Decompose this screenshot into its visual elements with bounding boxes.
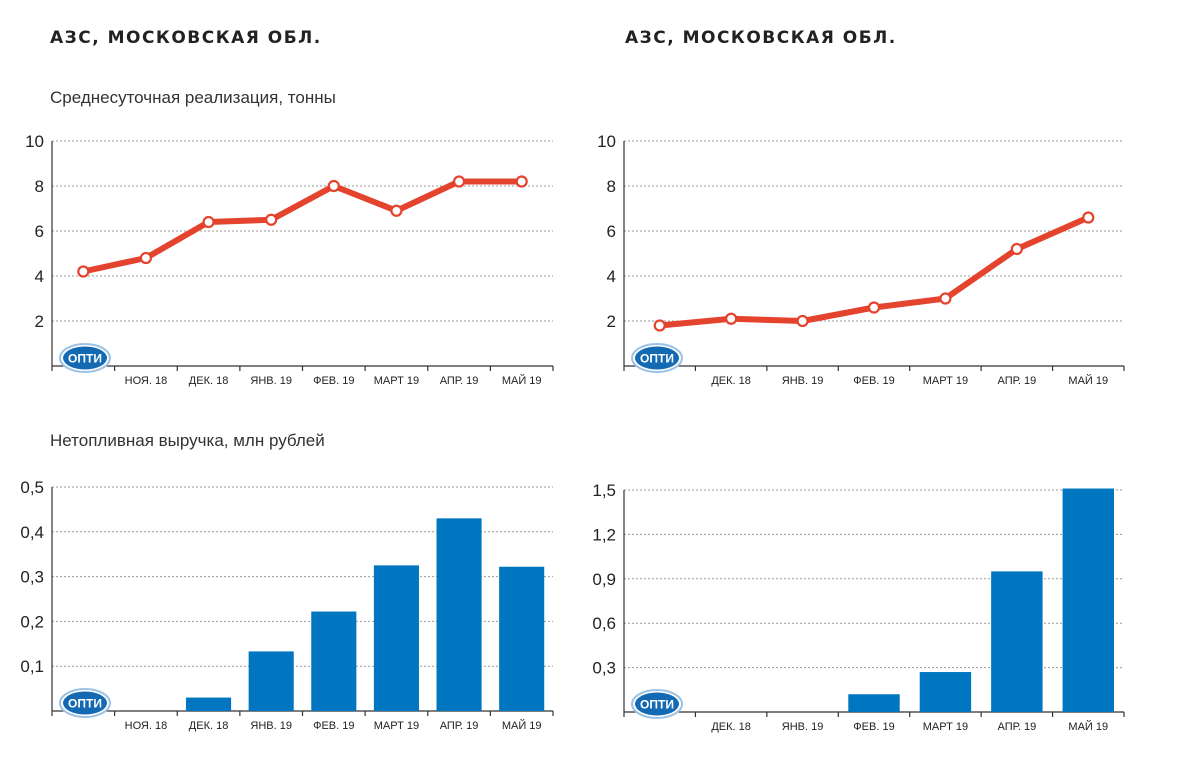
left-line-x-tick-label: НОЯ. 18 — [125, 375, 168, 387]
left-bar-bar — [248, 651, 294, 711]
right-line-data-point — [867, 301, 881, 314]
right-bar-x-tick-label: ФЕВ. 19 — [853, 721, 894, 733]
right-line-data-point — [796, 314, 809, 328]
right-bar-bar — [848, 694, 900, 712]
right-bar-bar — [1062, 488, 1114, 712]
left-line-data-point — [265, 213, 278, 226]
right-line-x-tick-label: МАРТ 19 — [923, 375, 968, 387]
right-bar-x-tick-label: МАРТ 19 — [923, 721, 968, 733]
left-line-x-tick-label: ДЕК. 18 — [189, 375, 229, 387]
left-line-data-point — [515, 175, 528, 188]
right-line-logo-badge — [635, 346, 679, 370]
left-bar-y-tick-label: 0,2 — [20, 612, 44, 631]
left-line-x-tick-label: АПР. 19 — [440, 375, 479, 387]
right-line-y-tick-label: 4 — [607, 267, 616, 286]
left-line-y-tick-label: 2 — [35, 312, 44, 331]
left-bar-x-tick-label: МАЙ 19 — [502, 719, 542, 732]
right-line-y-tick-label: 6 — [607, 222, 616, 241]
left-bar-logo-badge — [63, 691, 107, 715]
left-line-y-tick-label: 10 — [25, 132, 44, 151]
right-line-x-tick-label: ФЕВ. 19 — [853, 375, 894, 387]
right-bar-y-tick-label: 1,5 — [592, 481, 616, 500]
right-line-data-point — [725, 312, 738, 325]
right-line-x-tick-label: ЯНВ. 19 — [782, 375, 824, 387]
left-line-logo-text: ОПТИ — [68, 352, 102, 366]
left-bar-x-tick-label: ЯНВ. 19 — [250, 720, 292, 732]
left-line-data-point — [327, 179, 340, 193]
left-bar-bar — [186, 697, 232, 711]
right-bar-logo-text: ОПТИ — [640, 698, 674, 712]
left-line-x-tick-label: ФЕВ. 19 — [313, 375, 354, 387]
left-top-chart-subtitle: Среднесуточная реализация, тонны — [50, 88, 336, 107]
left-line-data-point — [139, 251, 153, 265]
left-bar-y-tick-label: 0,5 — [20, 478, 44, 497]
left-line-data-point — [202, 215, 215, 229]
left-line-x-tick-label: МАЙ 19 — [502, 374, 542, 387]
left-line-x-tick-label: ЯНВ. 19 — [250, 375, 292, 387]
left-bar-x-tick-label: МАРТ 19 — [374, 720, 419, 732]
left-bar-bar — [311, 611, 357, 711]
left-bar-y-tick-label: 0,1 — [20, 657, 44, 676]
right-line-x-tick-label: АПР. 19 — [997, 375, 1036, 387]
right-panel-title: АЗС, МОСКОВСКАЯ ОБЛ. — [625, 28, 897, 48]
right-bar-y-tick-label: 0,9 — [592, 570, 616, 589]
right-bar-y-tick-label: 0,3 — [592, 659, 616, 678]
left-bar-x-tick-label: ФЕВ. 19 — [313, 720, 354, 732]
left-line-logo-badge — [63, 346, 107, 370]
left-bar-logo-text: ОПТИ — [68, 697, 102, 711]
right-bar-x-tick-label: ДЕК. 18 — [711, 721, 751, 733]
left-line-x-tick-label: МАРТ 19 — [374, 375, 419, 387]
left-bar-x-tick-label: ДЕК. 18 — [189, 720, 229, 732]
right-bar-bar — [991, 571, 1043, 712]
right-line-data-point — [939, 292, 952, 305]
right-bar-x-tick-label: АПР. 19 — [997, 721, 1036, 733]
right-line-y-tick-label: 10 — [597, 132, 616, 151]
right-bar-x-tick-label: ЯНВ. 19 — [782, 721, 824, 733]
left-line-y-tick-label: 6 — [35, 222, 44, 241]
right-bar-x-tick-label: МАЙ 19 — [1068, 720, 1108, 733]
right-line-data-point — [653, 319, 666, 332]
right-line-data-point — [1010, 242, 1023, 256]
right-bar-y-tick-label: 0,6 — [592, 614, 616, 633]
left-bar-bar — [373, 565, 419, 711]
right-line-logo-text: ОПТИ — [640, 352, 674, 366]
right-line-data-point — [1082, 211, 1095, 224]
left-panel-title: АЗС, МОСКОВСКАЯ ОБЛ. — [50, 28, 322, 48]
left-bar-x-tick-label: НОЯ. 18 — [125, 720, 168, 732]
right-bar-logo-badge — [635, 692, 679, 716]
right-bar-y-tick-label: 1,2 — [592, 525, 616, 544]
left-bar-bar — [499, 566, 545, 711]
left-line-y-tick-label: 4 — [35, 267, 44, 286]
left-line-y-tick-label: 8 — [35, 177, 44, 196]
left-bar-y-tick-label: 0,4 — [20, 523, 44, 542]
left-line-data-point — [452, 175, 466, 188]
left-bottom-chart-subtitle: Нетопливная выручка, млн рублей — [50, 431, 325, 450]
left-bar-x-tick-label: АПР. 19 — [440, 720, 479, 732]
right-line-x-tick-label: ДЕК. 18 — [711, 375, 751, 387]
left-line-data-point — [77, 265, 90, 278]
left-line-series-line — [80, 178, 525, 275]
right-line-y-tick-label: 8 — [607, 177, 616, 196]
right-bar-bar — [919, 672, 972, 712]
right-line-y-tick-label: 2 — [607, 312, 616, 331]
left-bar-y-tick-label: 0,3 — [20, 568, 44, 587]
left-bar-bar — [436, 518, 482, 711]
left-line-data-point — [390, 204, 403, 217]
right-line-x-tick-label: МАЙ 19 — [1068, 374, 1108, 387]
